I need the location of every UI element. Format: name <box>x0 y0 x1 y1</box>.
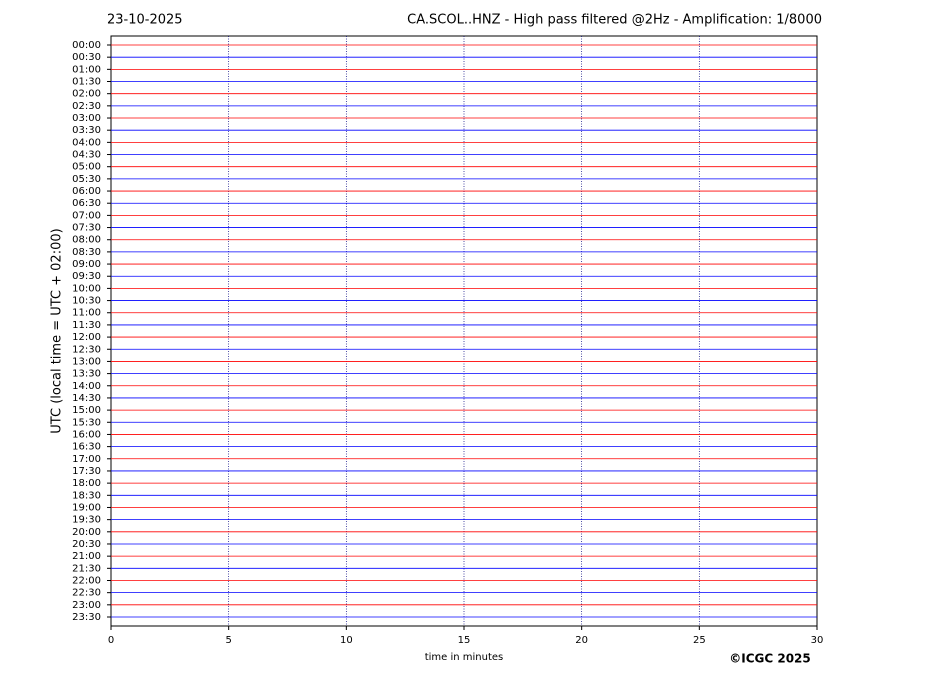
y-tick-label: 00:30 <box>72 52 101 63</box>
y-tick-label: 11:00 <box>72 308 101 319</box>
y-tick-label: 01:00 <box>72 64 101 75</box>
y-tick-label: 22:30 <box>72 588 101 599</box>
y-tick-label: 03:00 <box>72 113 101 124</box>
y-tick-label: 13:00 <box>72 356 101 367</box>
y-tick-label: 16:30 <box>72 442 101 453</box>
y-tick-label: 10:00 <box>72 283 101 294</box>
y-tick-label: 15:00 <box>72 405 101 416</box>
x-tick-label: 30 <box>811 635 824 646</box>
y-tick-label: 23:30 <box>72 612 101 623</box>
x-tick-label: 25 <box>693 635 706 646</box>
x-tick-label: 10 <box>340 635 353 646</box>
y-tick-label: 05:30 <box>72 174 101 185</box>
y-tick-label: 19:30 <box>72 515 101 526</box>
y-tick-label: 02:30 <box>72 101 101 112</box>
y-tick-label: 21:30 <box>72 563 101 574</box>
y-tick-label: 14:00 <box>72 381 101 392</box>
y-tick-label: 06:00 <box>72 186 101 197</box>
y-tick-label: 20:30 <box>72 539 101 550</box>
y-tick-label: 17:00 <box>72 454 101 465</box>
y-tick-label: 20:00 <box>72 527 101 538</box>
y-tick-label: 21:00 <box>72 551 101 562</box>
chart-title: CA.SCOL..HNZ - High pass filtered @2Hz -… <box>407 13 822 28</box>
y-tick-label: 03:30 <box>72 125 101 136</box>
y-tick-label: 18:30 <box>72 490 101 501</box>
y-tick-label: 02:00 <box>72 89 101 100</box>
y-tick-label: 12:30 <box>72 344 101 355</box>
x-tick-label: 15 <box>458 635 471 646</box>
copyright: ©ICGC 2025 <box>729 652 811 666</box>
y-tick-label: 16:00 <box>72 429 101 440</box>
y-tick-label: 04:00 <box>72 137 101 148</box>
y-tick-label: 07:30 <box>72 223 101 234</box>
y-tick-label: 10:30 <box>72 296 101 307</box>
y-tick-label: 18:00 <box>72 478 101 489</box>
x-tick-label: 0 <box>108 635 114 646</box>
y-tick-label: 04:30 <box>72 150 101 161</box>
chart-date: 23-10-2025 <box>107 13 183 28</box>
y-tick-label: 14:30 <box>72 393 101 404</box>
y-tick-label: 12:00 <box>72 332 101 343</box>
y-tick-label: 09:00 <box>72 259 101 270</box>
y-tick-label: 19:00 <box>72 502 101 513</box>
y-axis-label: UTC (local time = UTC + 02:00) <box>50 228 65 433</box>
y-tick-label: 15:30 <box>72 417 101 428</box>
y-tick-label: 00:00 <box>72 40 101 51</box>
x-tick-label: 20 <box>575 635 588 646</box>
y-tick-label: 11:30 <box>72 320 101 331</box>
y-tick-label: 13:30 <box>72 369 101 380</box>
x-axis-label: time in minutes <box>425 652 504 663</box>
x-tick-label: 5 <box>225 635 231 646</box>
y-tick-label: 17:30 <box>72 466 101 477</box>
y-tick-label: 23:00 <box>72 600 101 611</box>
y-tick-label: 06:30 <box>72 198 101 209</box>
y-tick-label: 07:00 <box>72 210 101 221</box>
y-tick-label: 01:30 <box>72 77 101 88</box>
y-tick-label: 08:00 <box>72 235 101 246</box>
y-tick-label: 08:30 <box>72 247 101 258</box>
y-tick-label: 22:00 <box>72 575 101 586</box>
y-tick-label: 05:00 <box>72 162 101 173</box>
y-tick-label: 09:30 <box>72 271 101 282</box>
